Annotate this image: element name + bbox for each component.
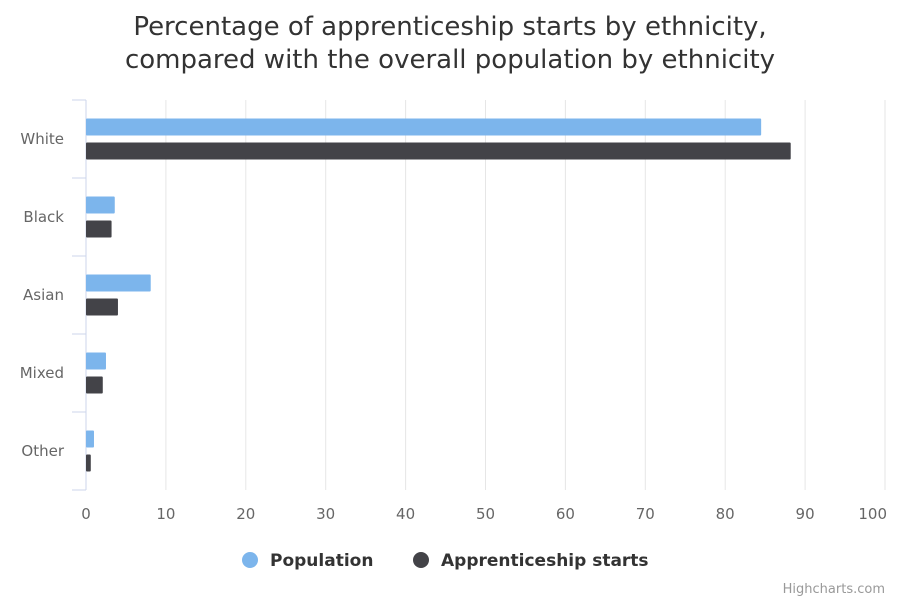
x-tick-label-100: 100 xyxy=(858,505,887,523)
x-tick-label-80: 80 xyxy=(716,505,735,523)
legend-label-apprenticeship-starts[interactable]: Apprenticeship starts xyxy=(441,551,649,571)
x-tick-label-70: 70 xyxy=(636,505,655,523)
bar-population-mixed xyxy=(86,353,106,370)
bar-apprenticeship-starts-other xyxy=(86,455,91,472)
x-tick-label-20: 20 xyxy=(236,505,255,523)
x-tick-label-60: 60 xyxy=(556,505,575,523)
category-label-mixed: Mixed xyxy=(20,364,64,382)
bar-population-asian xyxy=(86,275,151,292)
category-label-white: White xyxy=(20,130,64,148)
bar-apprenticeship-starts-asian xyxy=(86,299,118,316)
bar-apprenticeship-starts-white xyxy=(86,143,791,160)
x-tick-label-40: 40 xyxy=(396,505,415,523)
legend-item-apprenticeship-starts[interactable]: Apprenticeship starts xyxy=(413,551,649,571)
legend: Population Apprenticeship starts xyxy=(242,551,649,571)
x-tick-label-50: 50 xyxy=(476,505,495,523)
category-label-other: Other xyxy=(21,442,64,460)
legend-label-population[interactable]: Population xyxy=(270,551,373,571)
category-label-black: Black xyxy=(23,208,64,226)
bar-apprenticeship-starts-mixed xyxy=(86,377,103,394)
bar-population-other xyxy=(86,431,94,448)
bar-apprenticeship-starts-black xyxy=(86,221,112,238)
credit-link[interactable]: Highcharts.com xyxy=(783,582,885,597)
legend-marker-apprenticeship-starts[interactable] xyxy=(413,552,429,568)
chart-title-line-1: Percentage of apprenticeship starts by e… xyxy=(133,12,766,42)
legend-marker-population[interactable] xyxy=(242,552,258,568)
bar-population-white xyxy=(86,119,761,136)
x-tick-label-90: 90 xyxy=(796,505,815,523)
category-label-asian: Asian xyxy=(23,286,64,304)
x-tick-label-10: 10 xyxy=(156,505,175,523)
bar-population-black xyxy=(86,197,115,214)
x-tick-label-0: 0 xyxy=(81,505,91,523)
chart-title-line-2: compared with the overall population by … xyxy=(125,45,775,75)
x-tick-label-30: 30 xyxy=(316,505,335,523)
